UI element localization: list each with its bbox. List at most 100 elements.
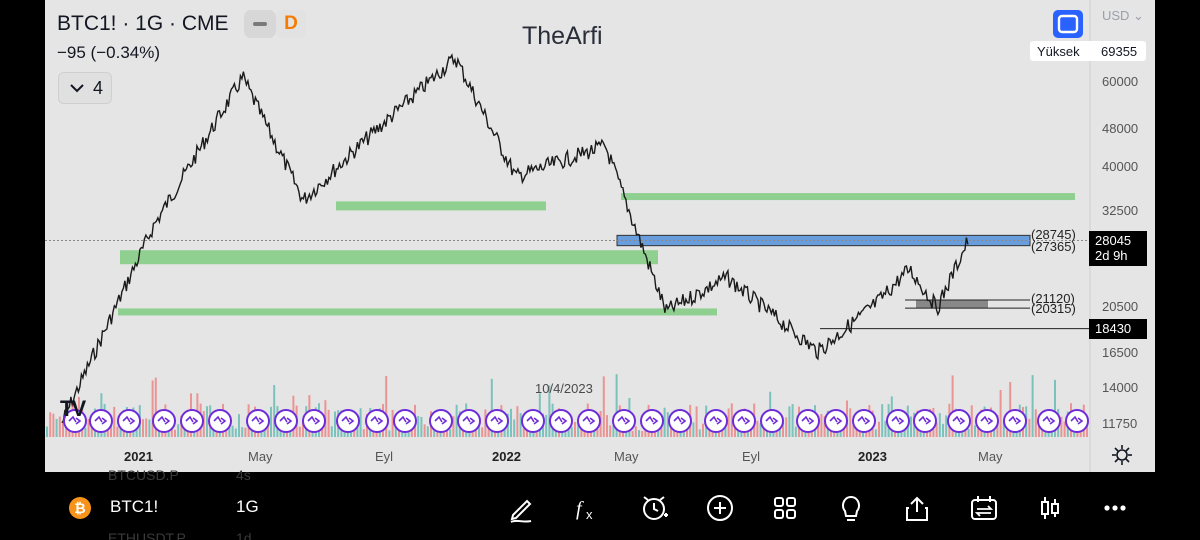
volume-bar [999, 389, 1002, 437]
price-axis-tick: 11750 [1102, 416, 1138, 431]
event-marker-glyph [398, 415, 412, 425]
volume-bar [1009, 382, 1012, 437]
indicators-icon[interactable]: f x [570, 491, 604, 525]
volume-bar [238, 414, 240, 437]
volume-bar [1086, 425, 1088, 437]
volume-bar [625, 428, 628, 437]
volume-bar [682, 428, 685, 437]
volume-bar [1028, 418, 1031, 437]
volume-bar [449, 429, 452, 437]
volume-bar [388, 430, 391, 437]
volume-bar [426, 426, 429, 437]
volume-bar [641, 430, 644, 437]
volume-bar [698, 429, 701, 437]
add-icon[interactable] [703, 491, 737, 525]
volume-bar [46, 426, 48, 437]
event-marker-glyph [1008, 415, 1022, 425]
price-axis-tick: 60000 [1102, 74, 1139, 89]
volume-bar [791, 404, 794, 437]
volume-bar [446, 427, 448, 437]
volume-bar [881, 404, 884, 437]
time-axis-tick: Eyl [375, 449, 394, 464]
event-marker-glyph [673, 415, 687, 425]
fullscreen-icon[interactable] [1052, 9, 1084, 39]
event-marker-glyph [709, 415, 723, 425]
event-marker-glyph [801, 415, 815, 425]
symbol-title[interactable]: BTC1! · 1G · CME [57, 12, 229, 35]
volume-bar [513, 419, 516, 437]
high-value: 69355 [1101, 44, 1138, 59]
volume-bar [52, 413, 55, 437]
volume-bar [49, 412, 52, 437]
high-label: Yüksek [1037, 44, 1080, 59]
support-zone [118, 308, 717, 316]
event-marker-glyph [645, 415, 659, 425]
volume-bar [420, 416, 423, 437]
volume-bar [161, 430, 164, 437]
support-zone [120, 250, 658, 265]
volume-bar [234, 428, 237, 437]
volume-bar [1031, 375, 1034, 437]
price-axis-tick: 20500 [1102, 299, 1139, 314]
volume-bar [116, 426, 119, 437]
volume-bar [516, 406, 519, 437]
event-marker-glyph [1070, 415, 1084, 425]
event-marker-glyph [952, 415, 966, 425]
layout-icon[interactable] [768, 491, 802, 525]
support-zone [621, 193, 1075, 201]
event-marker-glyph [582, 415, 596, 425]
volume-bar [510, 408, 512, 437]
volume-bar [113, 406, 116, 437]
event-marker-glyph [1042, 415, 1056, 425]
volume-bar [574, 422, 576, 437]
replay-icon[interactable] [967, 491, 1001, 525]
event-marker-glyph [857, 415, 871, 425]
volume-bar [58, 416, 61, 437]
volume-bar [1054, 379, 1056, 437]
level-tag: (20315) [1031, 301, 1076, 316]
toolbar-timeframe[interactable]: 1G [236, 497, 259, 516]
volume-bar [935, 422, 938, 437]
volume-bar [945, 415, 948, 437]
currency-selector[interactable]: USD ⌄ [1102, 8, 1144, 23]
indicators-collapse-button[interactable]: 4 [58, 72, 112, 104]
hide-indicator-button[interactable] [244, 10, 276, 38]
volume-bar [148, 419, 151, 437]
volume-bar [494, 430, 496, 437]
volume-bar [938, 413, 941, 437]
level-tag: (21120) [1031, 291, 1075, 306]
event-marker-glyph [157, 415, 171, 425]
gray-zone [916, 300, 988, 309]
settings-gear-icon[interactable] [1110, 443, 1134, 467]
volume-bar [490, 378, 493, 437]
toolbar-symbol[interactable]: BTC1! [110, 497, 159, 516]
chart-type-icon[interactable] [1033, 491, 1067, 525]
volume-bar [631, 430, 634, 437]
price-axis-tick: 16500 [1102, 345, 1139, 360]
data-mode-button[interactable]: D [276, 10, 306, 38]
volume-bar [958, 430, 960, 437]
bottom-toolbar [0, 480, 1200, 540]
share-icon[interactable] [900, 491, 934, 525]
time-axis-tick: 2023 [858, 449, 887, 464]
idea-icon[interactable] [834, 491, 868, 525]
time-axis-tick: May [614, 449, 639, 464]
volume-bar [375, 430, 378, 437]
draw-icon[interactable] [505, 491, 539, 525]
volume-bar [634, 426, 637, 437]
more-icon[interactable] [1098, 491, 1132, 525]
event-marker-glyph [279, 415, 293, 425]
alert-icon[interactable] [638, 491, 672, 525]
tradingview-logo[interactable]: TV [60, 396, 86, 421]
volume-bar [90, 425, 93, 437]
price-axis-tick: 40000 [1102, 159, 1139, 174]
price-axis-tick: 32500 [1102, 203, 1139, 218]
time-axis-tick: May [248, 449, 273, 464]
price-axis-tick: 14000 [1102, 380, 1139, 395]
ghost-watchlist-symbol: BTCUSD.P [108, 467, 179, 483]
event-marker-glyph [213, 415, 227, 425]
event-marker-glyph [370, 415, 384, 425]
volume-bar [615, 374, 618, 437]
ghost-watchlist-tf: 4s [236, 467, 251, 483]
